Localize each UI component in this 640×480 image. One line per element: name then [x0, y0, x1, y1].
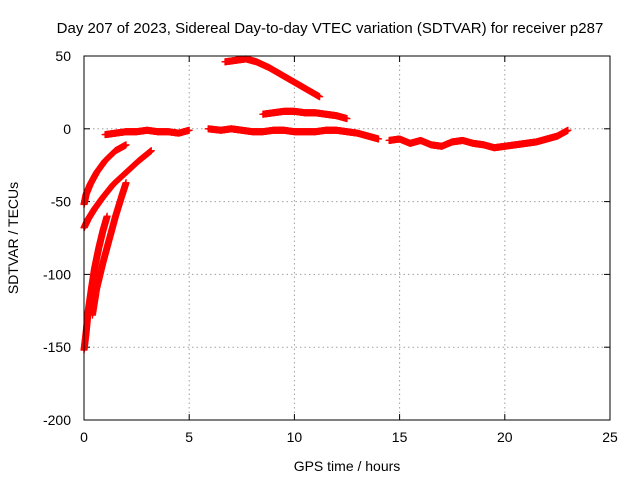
grid	[84, 56, 610, 420]
data-series-arc-4	[88, 179, 130, 319]
y-tick-label: -200	[43, 412, 71, 428]
y-tick-label: -100	[43, 266, 71, 282]
data-point	[103, 212, 111, 220]
data-point	[185, 126, 193, 134]
data-point	[316, 93, 324, 101]
data-point	[122, 141, 130, 149]
x-tick-label: 5	[185, 429, 193, 445]
data-point	[564, 126, 572, 134]
y-tick-label: -150	[43, 339, 71, 355]
data-series-arc-7	[221, 55, 324, 101]
y-tick-label: -50	[51, 194, 71, 210]
y-tick-label: 0	[63, 121, 71, 137]
x-tick-label: 25	[602, 429, 618, 445]
data-points	[80, 55, 572, 354]
plot-frame	[83, 55, 611, 421]
data-series-arc-6	[204, 125, 383, 143]
data-series-arc-9	[385, 126, 572, 152]
data-point	[122, 179, 130, 187]
x-tick-label: 20	[497, 429, 513, 445]
axis-ticks: 0 5 10 15 20 25 -200 -150 -100 -50 0 50	[43, 48, 618, 445]
x-tick-label: 10	[287, 429, 303, 445]
data-point	[147, 147, 155, 155]
data-point	[375, 135, 383, 143]
data-point	[343, 115, 351, 123]
data-series-arc-1	[80, 141, 130, 209]
data-series-arc-2	[80, 147, 155, 232]
y-tick-label: 50	[55, 48, 71, 64]
y-axis-label: SDTVAR / TECUs	[5, 182, 21, 294]
x-axis-label: GPS time / hours	[294, 458, 401, 474]
x-tick-label: 0	[80, 429, 88, 445]
data-series-arc-5	[101, 126, 193, 139]
x-tick-label: 15	[392, 429, 408, 445]
data-series-arc-8	[259, 107, 351, 123]
chart-title: Day 207 of 2023, Sidereal Day-to-day VTE…	[57, 20, 604, 37]
